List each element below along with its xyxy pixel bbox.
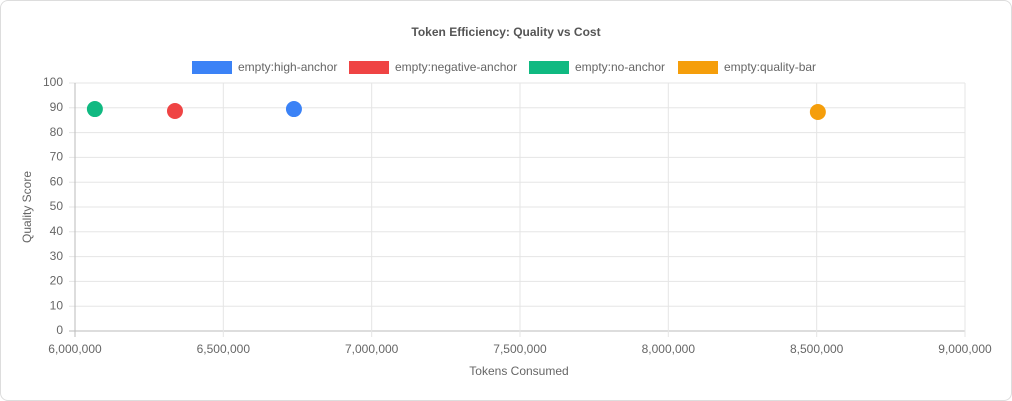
y-tick-label: 70: [50, 150, 64, 164]
legend-label: empty:no-anchor: [575, 60, 665, 74]
point: [809, 104, 826, 121]
y-tick-label: 10: [50, 298, 64, 312]
y-tick-label: 80: [50, 125, 64, 139]
x-axis-title: Tokens Consumed: [469, 364, 568, 378]
y-tick-label: 50: [50, 199, 64, 213]
legend-swatch: [529, 61, 569, 74]
legend-label: empty:negative-anchor: [395, 60, 517, 74]
x-tick-label: 6,500,000: [197, 342, 251, 356]
legend-label: empty:high-anchor: [238, 60, 337, 74]
legend-swatch: [192, 61, 232, 74]
point: [285, 101, 302, 118]
x-tick-label: 6,000,000: [48, 342, 102, 356]
y-tick-label: 40: [50, 224, 64, 238]
x-tick-label: 7,500,000: [493, 342, 547, 356]
legend-swatch: [349, 61, 389, 74]
y-tick-label: 30: [50, 249, 64, 263]
y-tick-label: 60: [50, 174, 64, 188]
y-tick-label: 90: [50, 100, 64, 114]
x-tick-label: 8,000,000: [642, 342, 696, 356]
y-axis-title: Quality Score: [20, 171, 34, 243]
x-tick-label: 9,000,000: [938, 342, 992, 356]
x-tick-label: 8,500,000: [790, 342, 844, 356]
y-tick-label: 20: [50, 274, 64, 288]
chart-title: Token Efficiency: Quality vs Cost: [411, 25, 600, 39]
point: [166, 103, 183, 120]
legend-label: empty:quality-bar: [724, 60, 816, 74]
x-tick-label: 7,000,000: [345, 342, 399, 356]
y-tick-label: 0: [56, 323, 63, 337]
y-tick-label: 100: [43, 75, 63, 89]
point: [86, 101, 103, 118]
legend-swatch: [678, 61, 718, 74]
